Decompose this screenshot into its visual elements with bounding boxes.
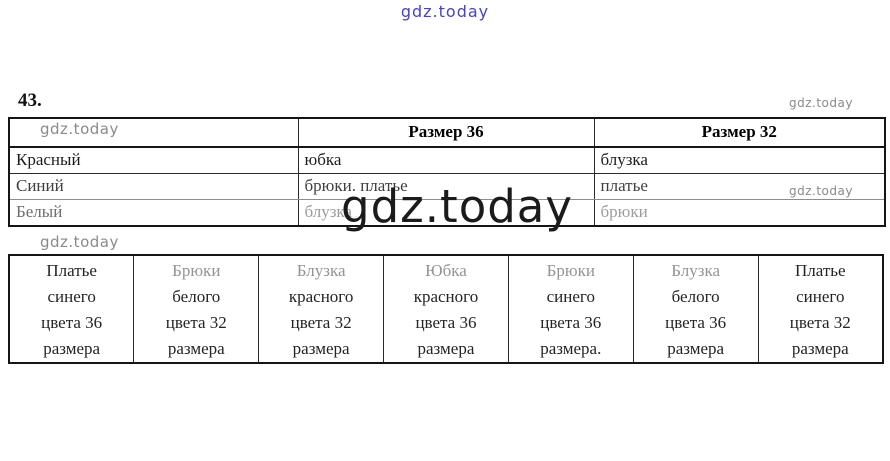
answer-line: цвета 36	[415, 313, 477, 332]
cell-red-36: юбка	[297, 147, 595, 174]
watermark-top-right: gdz.today	[789, 96, 853, 110]
color-size-table: Размер 36 Размер 32 Красный юбка блузка …	[8, 117, 886, 227]
answer-cell: Блузка красного цвета 32 размера	[258, 254, 385, 364]
answer-line: Юбка	[425, 261, 467, 280]
answer-line: цвета 36	[665, 313, 727, 332]
row-label-white: Белый	[8, 199, 299, 226]
row-label-blue: Синий	[8, 173, 299, 200]
answer-line: синего	[796, 287, 845, 306]
watermark-header-cell: gdz.today	[40, 120, 119, 138]
answer-line: Брюки	[172, 261, 221, 280]
answer-line: размера	[43, 339, 101, 358]
answer-line: красного	[413, 287, 479, 306]
row-label-red: Красный	[8, 147, 299, 174]
site-logo: gdz.today	[400, 2, 490, 21]
table-row: Красный юбка блузка	[8, 147, 886, 174]
answer-cell: Платье синего цвета 32 размера	[757, 254, 884, 364]
table-row: Синий брюки. платье платье	[8, 173, 886, 200]
header-size-32: Размер 32	[593, 118, 886, 148]
watermark-above-answers: gdz.today	[40, 233, 119, 251]
answer-line: Блузка	[671, 261, 721, 280]
answer-line: синего	[546, 287, 595, 306]
cell-blue-36: брюки. платье	[297, 173, 595, 200]
answer-cell: Юбка красного цвета 36 размера	[383, 254, 509, 364]
answer-line: белого	[172, 287, 221, 306]
answer-line: цвета 36	[41, 313, 103, 332]
answer-line: размера	[417, 339, 475, 358]
answer-line: Брюки	[546, 261, 595, 280]
answer-line: размера	[292, 339, 350, 358]
header-size-36: Размер 36	[297, 118, 595, 148]
answer-line: Платье	[46, 261, 97, 280]
answer-line: синего	[47, 287, 96, 306]
answer-cell: Блузка белого цвета 36 размера	[632, 254, 759, 364]
answer-line: размера	[791, 339, 849, 358]
header-cell-empty	[8, 118, 299, 148]
answer-cell: Брюки синего цвета 36 размера.	[507, 254, 634, 364]
answer-line: Платье	[794, 261, 846, 280]
answer-line: белого	[671, 287, 720, 306]
answer-line: размера	[667, 339, 725, 358]
cell-red-32: блузка	[593, 147, 886, 174]
answer-line: цвета 32	[789, 313, 851, 332]
exercise-number: 43.	[18, 90, 42, 111]
answer-line: цвета 32	[290, 313, 352, 332]
answer-cards-table: Платье синего цвета 36 размера Брюки бел…	[8, 254, 884, 364]
cell-white-32: брюки	[593, 199, 886, 226]
table-header-row: Размер 36 Размер 32	[8, 118, 886, 148]
answer-cell: Платье синего цвета 36 размера	[8, 254, 135, 364]
answer-line: размера.	[540, 339, 602, 358]
answer-line: красного	[288, 287, 354, 306]
answer-line: Блузка	[296, 261, 346, 280]
watermark-mid-right: gdz.today	[789, 184, 853, 198]
watermark-large: gdz.today	[341, 180, 574, 233]
answer-line: цвета 36	[540, 313, 602, 332]
answer-row: Платье синего цвета 36 размера Брюки бел…	[8, 254, 884, 364]
cell-white-36: блузка	[297, 199, 595, 226]
table-row: Белый блузка брюки	[8, 199, 886, 226]
answer-line: размера	[167, 339, 225, 358]
cell-blue-32: платье	[593, 173, 886, 200]
answer-line: цвета 32	[165, 313, 227, 332]
answer-cell: Брюки белого цвета 32 размера	[133, 254, 260, 364]
